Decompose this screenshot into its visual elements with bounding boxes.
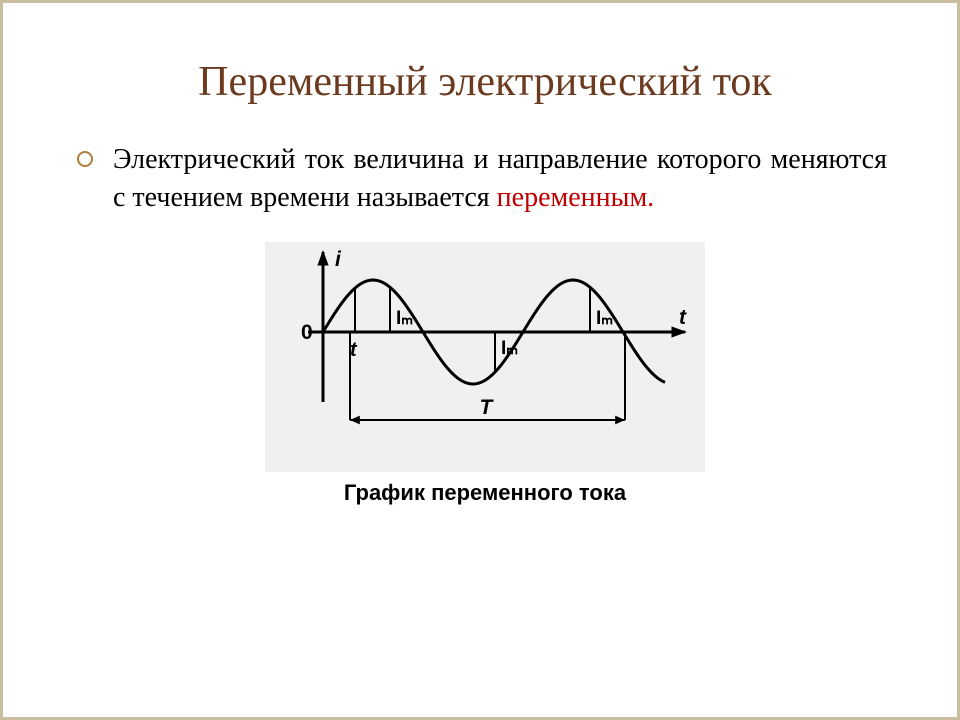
svg-text:Iₘ: Iₘ [501,338,518,359]
chart-caption: График переменного тока [73,480,897,506]
sine-wave-chart: it0tIₘIₘIₘT [265,242,705,472]
bullet-icon [77,151,93,167]
svg-text:Iₘ: Iₘ [596,308,613,329]
svg-text:Iₘ: Iₘ [396,308,413,329]
body-text-highlight: переменным. [497,182,655,213]
slide-frame: Переменный электрический ток Электрическ… [0,0,960,720]
svg-text:T: T [480,396,495,419]
body-paragraph: Электрический ток величина и направление… [113,141,887,217]
chart-container: it0tIₘIₘIₘT График переменного тока [73,242,897,506]
slide-title: Переменный электрический ток [73,58,897,106]
svg-text:0: 0 [301,321,313,344]
svg-text:t: t [679,306,687,329]
